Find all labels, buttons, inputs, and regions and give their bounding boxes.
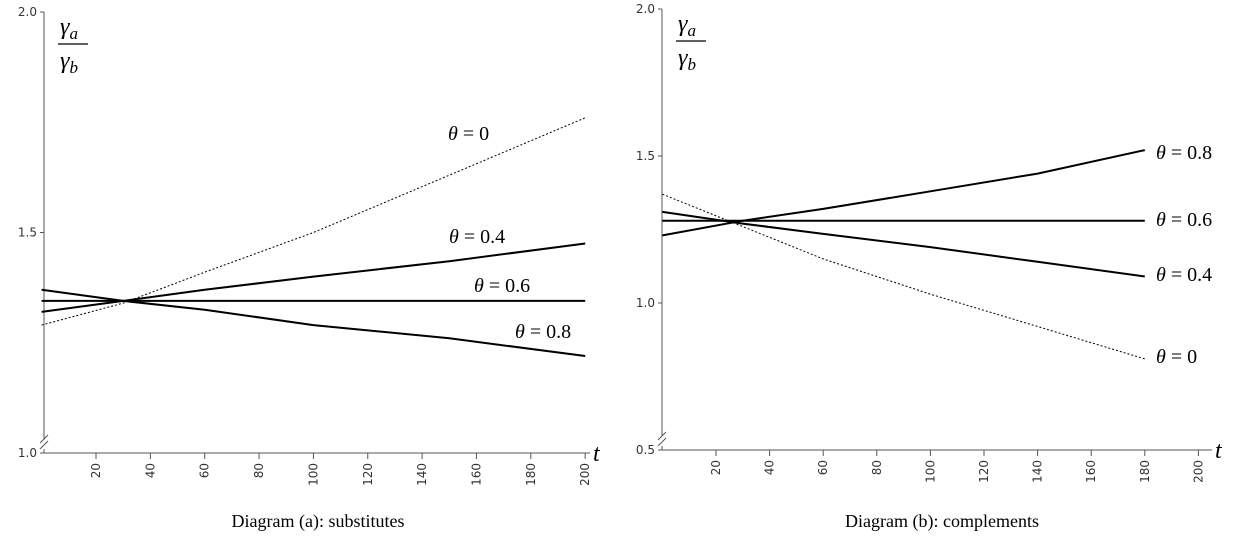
x-tick-label: 60 <box>816 460 830 475</box>
x-axis-label: t <box>1215 438 1223 464</box>
chart-b-complements: 0.5 1.0 1.5 2.0 20 40 60 80 100 120 140 160 180 200 t γ… <box>636 2 1223 532</box>
y-label-numerator: γa <box>678 11 696 40</box>
x-tick-label: 160 <box>1084 460 1098 483</box>
chart-title: Diagram (a): substitutes <box>232 511 405 532</box>
x-tick-label: 20 <box>89 463 103 478</box>
x-tick-label: 180 <box>1138 460 1152 483</box>
x-tick-label: 80 <box>252 463 266 478</box>
y-axis-label: γa γb <box>58 14 88 77</box>
x-tick-label: 40 <box>763 460 777 475</box>
x-tick-label: 40 <box>143 463 157 478</box>
x-tick-label: 200 <box>1191 460 1205 483</box>
x-tick-label: 140 <box>415 463 429 486</box>
y-tick-label: 2.0 <box>18 5 37 19</box>
x-tick-label: 120 <box>361 463 375 486</box>
x-tick-label: 180 <box>524 463 538 486</box>
x-tick-label: 140 <box>1031 460 1045 483</box>
y-tick-label: 1.0 <box>18 446 37 460</box>
y-label-denominator: γb <box>678 45 696 74</box>
x-tick-label: 100 <box>306 463 320 486</box>
series-label: θ = 0.8 <box>1156 142 1212 164</box>
x-tick-label: 60 <box>198 463 212 478</box>
x-tick-label: 120 <box>977 460 991 483</box>
series-label: θ = 0.4 <box>449 226 505 248</box>
y-label-denominator: γb <box>60 48 78 77</box>
series-line-theta-0.8 <box>41 288 586 357</box>
series-label: θ = 0.8 <box>515 321 571 343</box>
series-label: θ = 0 <box>1156 346 1197 368</box>
x-tick-label: 20 <box>709 460 723 475</box>
y-tick-label: 2.0 <box>636 2 655 16</box>
axis-break <box>657 431 667 447</box>
y-axis-label: γa γb <box>676 11 706 74</box>
series-label: θ = 0.6 <box>1156 209 1212 231</box>
series-line-theta-0 <box>41 117 586 326</box>
y-tick-label: 1.5 <box>636 149 655 163</box>
axis-break <box>39 434 49 450</box>
x-tick-label: 200 <box>578 463 592 486</box>
series-label: θ = 0.6 <box>474 275 530 297</box>
series-line-theta-0.8 <box>662 149 1146 237</box>
chart-title: Diagram (b): complements <box>845 511 1039 532</box>
series-label: θ = 0.4 <box>1156 264 1212 286</box>
x-axis-label: t <box>593 441 601 467</box>
series-label: θ = 0 <box>448 123 489 145</box>
y-tick-label: 0.5 <box>636 443 655 457</box>
series-line-theta-0.4 <box>41 242 586 313</box>
y-label-numerator: γa <box>60 14 78 43</box>
y-tick-label: 1.0 <box>636 296 655 310</box>
x-tick-label: 160 <box>469 463 483 486</box>
x-tick-label: 80 <box>870 460 884 475</box>
x-tick-label: 100 <box>923 460 937 483</box>
y-tick-label: 1.5 <box>18 226 37 240</box>
series-line-theta-0 <box>662 193 1145 360</box>
